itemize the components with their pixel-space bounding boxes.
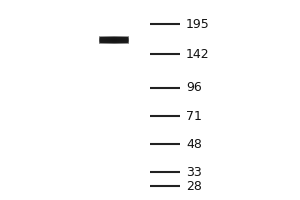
Text: 33: 33 [186,166,202,178]
Text: 195: 195 [186,18,210,30]
Text: 96: 96 [186,81,202,94]
Text: 48: 48 [186,138,202,150]
Text: 142: 142 [186,47,210,60]
Text: 71: 71 [186,110,202,122]
Text: 28: 28 [186,180,202,192]
FancyBboxPatch shape [100,37,128,43]
